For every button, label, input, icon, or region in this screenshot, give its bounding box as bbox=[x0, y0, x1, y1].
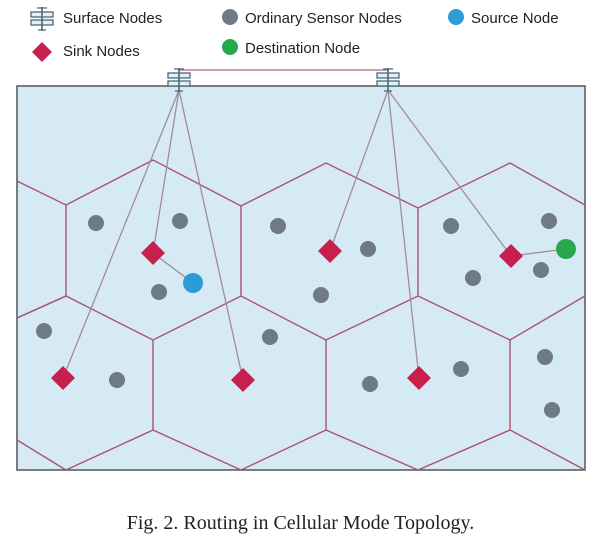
source-node-icon bbox=[448, 9, 464, 25]
routing-links bbox=[62, 89, 567, 381]
destination-node-icon bbox=[222, 39, 238, 55]
legend-item-ordinary-sensor-nodes: Ordinary Sensor Nodes bbox=[222, 9, 402, 27]
sensor-node bbox=[172, 213, 188, 229]
legend-item-destination-node: Destination Node bbox=[222, 39, 360, 57]
sensor-node bbox=[544, 402, 560, 418]
legend-item-source-node: Source Node bbox=[448, 9, 559, 27]
sensor-node-icon bbox=[222, 9, 238, 25]
sensor-node bbox=[270, 218, 286, 234]
buoy-icon bbox=[30, 6, 54, 32]
water-region bbox=[16, 85, 586, 471]
sensor-node bbox=[453, 361, 469, 377]
legend-label-surface-nodes: Surface Nodes bbox=[63, 10, 162, 27]
sensor-node bbox=[533, 262, 549, 278]
cell-grid bbox=[16, 159, 586, 471]
sink-node-icon bbox=[32, 42, 52, 62]
sensor-node bbox=[537, 349, 553, 365]
sensor-node bbox=[443, 218, 459, 234]
sink-node bbox=[51, 366, 75, 390]
sensor-node bbox=[262, 329, 278, 345]
legend-item-sink-nodes: Sink Nodes bbox=[32, 42, 140, 62]
sensor-node bbox=[360, 241, 376, 257]
sensor-node bbox=[151, 284, 167, 300]
source-node bbox=[183, 273, 203, 293]
sensor-node bbox=[541, 213, 557, 229]
sensor-node bbox=[313, 287, 329, 303]
sensor-node bbox=[109, 372, 125, 388]
sink-node bbox=[231, 368, 255, 392]
sensor-node bbox=[465, 270, 481, 286]
sink-node bbox=[318, 239, 342, 263]
legend-label-source-node: Source Node bbox=[471, 10, 559, 27]
legend-label-ordinary-sensor-nodes: Ordinary Sensor Nodes bbox=[245, 10, 402, 27]
sensor-node bbox=[362, 376, 378, 392]
legend-item-surface-nodes: Surface Nodes bbox=[30, 6, 162, 32]
sink-node bbox=[407, 366, 431, 390]
legend: Surface Nodes Ordinary Sensor Nodes Sour… bbox=[30, 6, 559, 62]
destination-node bbox=[556, 239, 576, 259]
figure-caption: Fig. 2. Routing in Cellular Mode Topolog… bbox=[126, 512, 475, 534]
sink-node bbox=[141, 241, 165, 265]
legend-label-sink-nodes: Sink Nodes bbox=[63, 43, 140, 60]
legend-label-destination-node: Destination Node bbox=[245, 40, 360, 57]
sink-node bbox=[499, 244, 523, 268]
sensor-node bbox=[88, 215, 104, 231]
sink-nodes bbox=[51, 239, 523, 392]
sensor-node bbox=[36, 323, 52, 339]
ordinary-sensor-nodes bbox=[36, 213, 560, 418]
